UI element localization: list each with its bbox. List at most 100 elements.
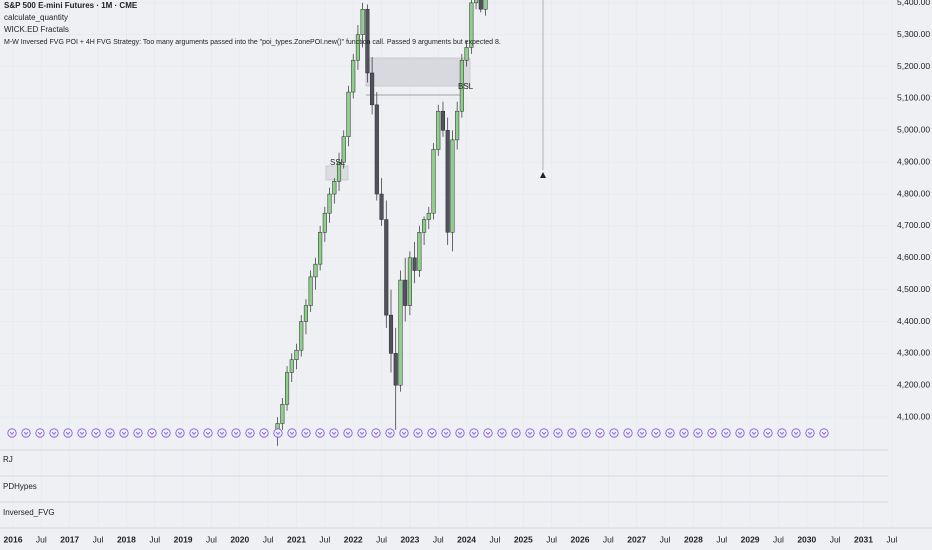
- x-tick-label: 2017: [60, 534, 79, 544]
- pane-label: Inversed_FVG: [3, 508, 55, 517]
- signal-icon: [329, 428, 339, 438]
- signal-icon: [371, 428, 381, 438]
- signal-icon: [525, 428, 535, 438]
- signal-icon: [147, 428, 157, 438]
- x-tick-label: Jul: [490, 534, 501, 544]
- signal-icon-glyph: [555, 431, 561, 436]
- signal-icon-glyph: [401, 431, 407, 436]
- signal-icon: [105, 428, 115, 438]
- signal-icon-glyph: [807, 431, 813, 436]
- signal-icon: [665, 428, 675, 438]
- candle-body: [412, 257, 417, 271]
- signal-icon-glyph: [751, 431, 757, 436]
- candle-body: [393, 353, 398, 386]
- signal-icon-glyph: [373, 431, 379, 436]
- fractal-marker: [540, 172, 546, 178]
- candle-body: [417, 232, 422, 271]
- x-tick-label: Jul: [546, 534, 557, 544]
- candle-body: [379, 193, 384, 220]
- signal-icon: [581, 428, 591, 438]
- signal-icon: [777, 428, 787, 438]
- x-tick-label: Jul: [660, 534, 671, 544]
- signal-icon-glyph: [37, 431, 43, 436]
- y-tick-label: 4,800.00: [897, 188, 930, 198]
- candle-body: [455, 110, 460, 141]
- candle-body: [336, 161, 342, 182]
- signal-icon-glyph: [639, 431, 645, 436]
- x-tick-label: 2019: [174, 534, 193, 544]
- y-tick-label: 4,700.00: [897, 220, 930, 230]
- signal-icon: [595, 428, 605, 438]
- indicator: M-W Inversed FVG POI + 4H FVG Strategy: …: [4, 39, 501, 46]
- signal-icon: [49, 428, 59, 438]
- candle-body: [398, 279, 403, 386]
- signal-icon: [427, 428, 437, 438]
- y-tick-label: 4,600.00: [897, 252, 930, 262]
- signal-icon: [357, 428, 367, 438]
- signal-icon: [161, 428, 171, 438]
- signal-icon: [133, 428, 143, 438]
- signal-icon: [553, 428, 563, 438]
- candle-body: [464, 47, 469, 61]
- zone: [365, 57, 471, 87]
- candle-body: [374, 104, 379, 195]
- signal-icon-glyph: [205, 431, 211, 436]
- x-tick-label: 2028: [684, 534, 703, 544]
- candle-body: [299, 321, 304, 351]
- signal-icon-glyph: [709, 431, 715, 436]
- signal-icon-glyph: [583, 431, 589, 436]
- signal-icon: [399, 428, 409, 438]
- candle-body: [285, 372, 290, 405]
- signal-icon-glyph: [387, 431, 393, 436]
- x-tick-label: 2026: [571, 534, 590, 544]
- signal-icon-glyph: [541, 431, 547, 436]
- signal-icon-glyph: [737, 431, 743, 436]
- y-tick-label: 4,100.00: [897, 411, 930, 421]
- signal-icon-glyph: [261, 431, 267, 436]
- signal-icon: [511, 428, 521, 438]
- signal-icon-glyph: [191, 431, 197, 436]
- candle-body: [303, 305, 308, 322]
- signal-icon-glyph: [765, 431, 771, 436]
- candle-body: [365, 8, 370, 74]
- candle-body: [360, 8, 365, 35]
- x-tick-label: Jul: [603, 534, 614, 544]
- indicator: calculate_quantity: [4, 13, 68, 22]
- signal-icon: [343, 428, 353, 438]
- signal-icon-glyph: [149, 431, 155, 436]
- signal-icon: [203, 428, 213, 438]
- signal-icon: [707, 428, 717, 438]
- candle-body: [351, 59, 356, 93]
- candle-body: [440, 110, 446, 131]
- signal-icon: [651, 428, 661, 438]
- signal-icon: [231, 428, 241, 438]
- signal-icon-glyph: [359, 431, 365, 436]
- signal-icon: [679, 428, 689, 438]
- candle-body: [436, 110, 441, 150]
- x-tick-label: 2022: [344, 534, 363, 544]
- signal-icon-glyph: [597, 431, 603, 436]
- signal-icon: [735, 428, 745, 438]
- x-tick-label: 2029: [741, 534, 760, 544]
- candle-body: [450, 139, 455, 233]
- chart-title: S&P 500 E-mini Futures · 1M · CME: [4, 1, 138, 10]
- signal-icon: [637, 428, 647, 438]
- annotation: BSL: [458, 82, 474, 91]
- signal-icon: [119, 428, 129, 438]
- signal-icon: [175, 428, 185, 438]
- signal-icon-glyph: [485, 431, 491, 436]
- x-tick-label: Jul: [773, 534, 784, 544]
- x-tick-label: Jul: [149, 534, 160, 544]
- candle-body: [403, 279, 408, 306]
- signal-icon-glyph: [23, 431, 29, 436]
- candles: [275, 0, 488, 446]
- signal-icon: [273, 428, 283, 438]
- signal-icon-glyph: [793, 431, 799, 436]
- signal-icon-glyph: [177, 431, 183, 436]
- x-tick-label: 2024: [457, 534, 476, 544]
- signal-icon-glyph: [9, 431, 15, 436]
- candle-body: [327, 193, 332, 214]
- signal-icon-glyph: [779, 431, 785, 436]
- y-tick-label: 5,300.00: [897, 29, 930, 39]
